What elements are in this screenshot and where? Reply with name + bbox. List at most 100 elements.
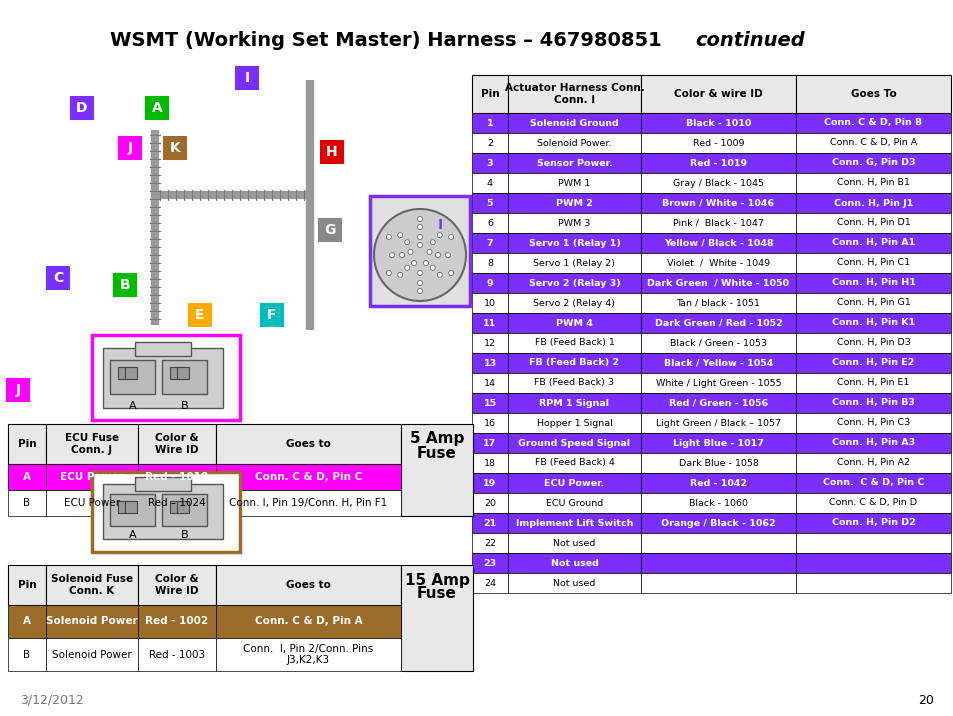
Bar xyxy=(472,493,507,513)
Circle shape xyxy=(374,209,465,301)
Text: RPM 1 Signal: RPM 1 Signal xyxy=(539,399,609,407)
Text: Conn. H, Pin D1: Conn. H, Pin D1 xyxy=(836,218,909,228)
Text: ECU Power: ECU Power xyxy=(60,472,124,482)
Circle shape xyxy=(411,261,416,266)
Text: PWM 2: PWM 2 xyxy=(556,198,593,208)
Bar xyxy=(215,464,400,490)
Text: B: B xyxy=(181,530,189,540)
Text: Goes to: Goes to xyxy=(286,439,331,449)
Text: Conn. H, Pin D3: Conn. H, Pin D3 xyxy=(836,339,909,347)
Text: Conn. H, Pin B1: Conn. H, Pin B1 xyxy=(836,178,909,188)
Bar xyxy=(472,413,507,433)
Bar xyxy=(472,213,507,233)
Bar xyxy=(215,605,400,638)
Text: Orange / Black - 1062: Orange / Black - 1062 xyxy=(660,518,775,528)
Bar xyxy=(47,267,69,289)
Bar xyxy=(795,413,950,433)
Bar xyxy=(429,214,451,236)
Circle shape xyxy=(408,249,413,254)
Bar xyxy=(795,213,950,233)
Text: Red - 1009: Red - 1009 xyxy=(692,138,743,147)
Text: Dark Blue - 1058: Dark Blue - 1058 xyxy=(678,458,758,468)
Text: Conn. H, Pin K1: Conn. H, Pin K1 xyxy=(831,319,914,327)
Bar xyxy=(507,173,640,193)
Circle shape xyxy=(430,265,435,270)
Bar xyxy=(795,173,950,193)
Bar xyxy=(235,67,257,89)
Text: Conn. H, Pin C1: Conn. H, Pin C1 xyxy=(836,258,909,268)
Text: 18: 18 xyxy=(483,458,496,468)
Bar xyxy=(795,153,950,173)
Text: 11: 11 xyxy=(483,319,497,327)
Bar xyxy=(640,193,795,213)
Text: I: I xyxy=(437,218,442,232)
Bar xyxy=(507,553,640,573)
Text: 5: 5 xyxy=(486,198,493,208)
Bar xyxy=(795,193,950,213)
Text: Servo 2 (Relay 4): Servo 2 (Relay 4) xyxy=(533,299,615,307)
Bar xyxy=(472,573,507,593)
Bar xyxy=(507,213,640,233)
Text: B: B xyxy=(181,401,189,411)
Text: 9: 9 xyxy=(486,279,493,288)
Text: Solenoid Power: Solenoid Power xyxy=(52,649,132,659)
Bar xyxy=(507,133,640,153)
Bar xyxy=(46,464,138,490)
Bar xyxy=(507,293,640,313)
Circle shape xyxy=(386,271,391,276)
Text: Red - 1019: Red - 1019 xyxy=(689,158,746,168)
Text: J: J xyxy=(15,383,21,397)
Bar xyxy=(110,360,154,394)
Bar xyxy=(162,494,207,526)
Bar xyxy=(795,573,950,593)
Circle shape xyxy=(445,253,450,258)
Bar xyxy=(320,141,343,163)
Text: FB (Feed Back) 3: FB (Feed Back) 3 xyxy=(534,379,614,387)
Text: 14: 14 xyxy=(483,379,496,387)
Text: Solenoid Ground: Solenoid Ground xyxy=(530,119,618,127)
Bar xyxy=(138,605,215,638)
Text: Actuator Harness Conn.
Conn. I: Actuator Harness Conn. Conn. I xyxy=(504,83,643,105)
Text: Hopper 1 Signal: Hopper 1 Signal xyxy=(536,418,612,427)
Text: Servo 1 (Relay 1): Servo 1 (Relay 1) xyxy=(528,238,619,248)
Text: D: D xyxy=(76,101,88,115)
Text: E: E xyxy=(195,308,205,322)
Text: Red – 1024: Red – 1024 xyxy=(148,498,206,508)
Text: 2: 2 xyxy=(486,138,493,147)
Bar xyxy=(215,565,400,605)
Text: C: C xyxy=(52,271,63,285)
Circle shape xyxy=(389,253,395,258)
Text: Pink /  Black - 1047: Pink / Black - 1047 xyxy=(673,218,763,228)
Text: Goes To: Goes To xyxy=(850,89,896,99)
Bar xyxy=(640,133,795,153)
Bar xyxy=(640,393,795,413)
Bar xyxy=(795,233,950,253)
Text: 21: 21 xyxy=(483,518,497,528)
Text: Brown / White - 1046: Brown / White - 1046 xyxy=(661,198,774,208)
Bar xyxy=(795,453,950,473)
Bar xyxy=(640,273,795,293)
Bar xyxy=(472,373,507,393)
Text: 20: 20 xyxy=(917,694,933,707)
Bar xyxy=(472,553,507,573)
Text: Conn.  C & D, Pin C: Conn. C & D, Pin C xyxy=(822,478,923,488)
Bar xyxy=(118,501,130,513)
Text: Conn. H, Pin E2: Conn. H, Pin E2 xyxy=(831,359,914,367)
Text: Conn. H, Pin A3: Conn. H, Pin A3 xyxy=(831,438,914,448)
Bar xyxy=(119,137,141,159)
Bar xyxy=(507,433,640,453)
Circle shape xyxy=(417,216,422,221)
Text: Color &
Wire ID: Color & Wire ID xyxy=(155,574,198,596)
Text: 24: 24 xyxy=(483,579,496,588)
Bar xyxy=(91,472,240,552)
Circle shape xyxy=(427,249,432,254)
Bar xyxy=(507,513,640,533)
Text: Conn.  I, Pin 2/Conn. Pins
J3,K2,K3: Conn. I, Pin 2/Conn. Pins J3,K2,K3 xyxy=(243,644,374,665)
Bar xyxy=(507,253,640,273)
Text: 19: 19 xyxy=(483,478,497,488)
Bar xyxy=(46,490,138,516)
Text: Conn. C & D, Pin A: Conn. C & D, Pin A xyxy=(254,616,362,626)
Bar xyxy=(640,533,795,553)
Bar xyxy=(472,233,507,253)
Text: Not used: Not used xyxy=(553,579,595,588)
